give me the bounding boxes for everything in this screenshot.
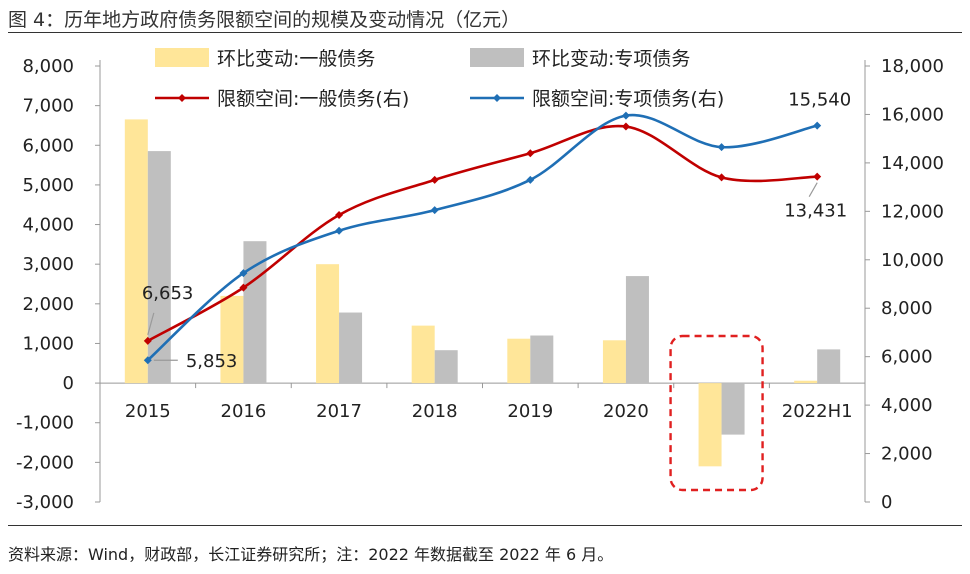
category-label-2017: 2017 [316, 401, 362, 422]
bar-general-change-2018 [411, 325, 435, 384]
bar-special-change-2021 [721, 383, 745, 435]
line-special-space-marker-2016 [239, 269, 248, 278]
right-tick-label: 12,000 [881, 201, 944, 222]
category-label-2018: 2018 [412, 401, 458, 422]
legend-general-change-label: 环比变动:一般债务 [217, 48, 375, 70]
chart: -3,000 -2,000 -1,000 0 1,000 2,000 3,000 4,000 5… [16, 48, 944, 513]
category-label-2016: 2016 [221, 401, 267, 422]
legend-general-change-swatch [155, 48, 209, 67]
line-general-space-marker-2017 [335, 210, 344, 219]
left-tick-label: -3,000 [16, 492, 74, 513]
category-label-2020: 2020 [603, 401, 649, 422]
bar-special-change-2017 [339, 312, 363, 384]
left-tick-label: 5,000 [22, 175, 74, 196]
highlight-box-2021 [669, 334, 764, 492]
line-general-space-marker-2022h1 [813, 172, 822, 181]
source-note: 资料来源：Wind，财政部，长江证券研究所；注：2022 年数据截至 2022 … [8, 545, 614, 564]
figure-title: 图 4：历年地方政府债务限额空间的规模及变动情况（亿元） [8, 9, 521, 31]
left-tick-label: 3,000 [22, 254, 74, 275]
line-general-space-marker-2015 [143, 336, 152, 345]
annotation-label: 6,653 [142, 283, 194, 304]
left-tick-label: 7,000 [22, 96, 74, 117]
bar-special-change-2019 [530, 335, 554, 384]
right-tick-label: 18,000 [881, 56, 944, 77]
bar-special-change-2018 [434, 350, 458, 384]
bar-special-change-2020 [625, 276, 649, 384]
right-tick-label: 4,000 [881, 395, 933, 416]
labels: 6,653 5,853 15,540 13,431 [142, 90, 851, 492]
annotation-label: 15,540 [788, 90, 851, 111]
legend-general-space-marker [178, 94, 186, 102]
line-general-space [147, 124, 818, 342]
category-label-2022h1: 2022H1 [782, 401, 853, 422]
bar-general-change-2019 [507, 338, 531, 384]
category-label-2019: 2019 [507, 401, 553, 422]
annotation-label: 13,431 [784, 201, 847, 222]
legend-special-change-label: 环比变动:专项债务 [532, 48, 690, 70]
line-special-space-marker-2017 [335, 226, 344, 235]
bar-general-change-2015 [124, 119, 148, 384]
left-tick-label: 1,000 [22, 333, 74, 354]
bar-general-change-2016 [220, 295, 244, 384]
left-tick-label: 4,000 [22, 215, 74, 236]
line-special-space-marker-2015 [143, 356, 152, 365]
line-special-space-marker-2022h1 [813, 121, 822, 130]
line-general-space-marker-2019 [526, 149, 535, 158]
right-tick-label: 10,000 [881, 250, 944, 271]
right-tick-label: 2,000 [881, 444, 933, 465]
right-tick-label: 6,000 [881, 347, 933, 368]
annotation-leader [147, 312, 155, 336]
line-general-space-marker-2021 [717, 173, 726, 182]
line-special-space-marker-2020 [621, 111, 630, 120]
axes: -3,000 -2,000 -1,000 0 1,000 2,000 3,000 4,000 5… [16, 56, 944, 513]
legend-special-space-marker [493, 94, 501, 102]
legend-special-change-swatch [470, 48, 524, 67]
line-general-space-marker-2020 [621, 122, 630, 131]
legend-general-space-label: 限额空间:一般债务(右) [217, 88, 409, 110]
bar-general-change-2022h1 [794, 380, 818, 384]
left-tick-label: -1,000 [16, 413, 74, 434]
right-tick-label: 16,000 [881, 104, 944, 125]
right-tick-label: 14,000 [881, 153, 944, 174]
bar-special-change-2015 [147, 151, 171, 384]
line-special-space-marker-2019 [526, 175, 535, 184]
bars [124, 119, 841, 467]
left-tick-label: 0 [63, 373, 74, 394]
bar-general-change-2021 [698, 383, 722, 467]
left-tick-label: 2,000 [22, 294, 74, 315]
line-special-space-marker-2021 [717, 143, 726, 152]
bar-general-change-2017 [316, 264, 340, 384]
right-tick-label: 8,000 [881, 298, 933, 319]
right-tick-label: 0 [881, 492, 892, 513]
line-general-space-marker-2018 [430, 175, 439, 184]
left-tick-label: -2,000 [16, 452, 74, 473]
category-label-2015: 2015 [125, 401, 171, 422]
annotation-label: 5,853 [186, 351, 238, 372]
title-rule [8, 32, 962, 33]
annotation-leader [808, 182, 818, 197]
lines [143, 111, 822, 365]
left-tick-label: 6,000 [22, 135, 74, 156]
legend-special-space-label: 限额空间:专项债务(右) [532, 88, 724, 110]
source-rule [8, 525, 962, 526]
bar-special-change-2022h1 [817, 349, 841, 384]
bar-general-change-2020 [602, 340, 626, 384]
left-tick-label: 8,000 [22, 56, 74, 77]
line-general-space-marker-2016 [239, 283, 248, 292]
line-special-space-marker-2018 [430, 206, 439, 215]
